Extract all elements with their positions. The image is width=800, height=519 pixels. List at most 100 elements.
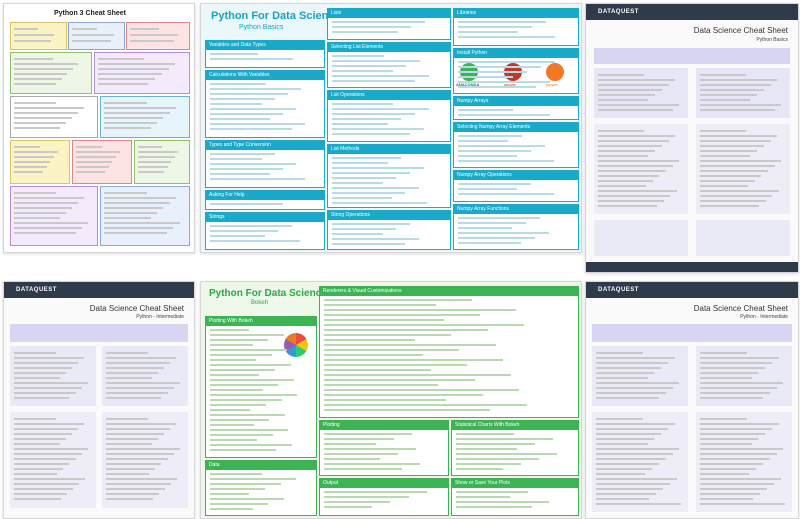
text-line (332, 31, 398, 33)
text-line (76, 151, 121, 153)
text-line (14, 161, 51, 163)
text-line (596, 397, 659, 399)
text-line (324, 379, 475, 381)
text-line (596, 503, 682, 505)
text-line (210, 374, 260, 376)
text-line (700, 397, 763, 399)
text-line (104, 117, 164, 119)
text-line (210, 478, 297, 480)
text-line (14, 122, 66, 124)
text-line (700, 170, 769, 172)
text-line (138, 171, 165, 173)
text-line (596, 478, 677, 480)
text-line (14, 40, 51, 42)
text-line (14, 166, 47, 168)
text-line (210, 488, 265, 490)
text-line (72, 28, 98, 30)
text-line (332, 197, 392, 199)
text-line (700, 423, 780, 425)
text-line (210, 449, 277, 451)
text-line (458, 36, 556, 38)
text-line (700, 175, 762, 177)
text-line (598, 84, 669, 86)
text-line (700, 392, 770, 394)
text-line (700, 362, 773, 364)
text-line (596, 468, 652, 470)
python-basics-cheat-sheet: Python For Data Science Cheat Sheet Pyth… (200, 3, 582, 253)
text-line (324, 496, 409, 498)
text-line (332, 60, 421, 62)
text-line (598, 205, 657, 207)
text-line (700, 205, 759, 207)
text-line (106, 418, 148, 420)
text-line (700, 155, 751, 157)
text-line (104, 112, 170, 114)
text-line (700, 463, 763, 465)
text-line (98, 78, 156, 80)
text-line (458, 183, 532, 185)
text-line (596, 473, 646, 475)
text-line (138, 166, 168, 168)
text-line (324, 468, 402, 470)
section-selecting-numpy: Selecting Numpy Array Elements (453, 122, 579, 168)
text-line (104, 207, 164, 209)
text-line (14, 102, 56, 104)
text-line (324, 359, 504, 361)
text-line (456, 496, 510, 498)
text-line (332, 113, 416, 115)
text-line (98, 83, 149, 85)
text-line (596, 463, 659, 465)
text-line (210, 508, 253, 510)
text-line (458, 237, 535, 239)
text-line (700, 145, 764, 147)
text-line (210, 53, 258, 55)
text-line (324, 501, 391, 503)
text-line (138, 146, 163, 148)
text-line (596, 423, 676, 425)
text-line (332, 233, 383, 235)
section-variables: Variables and Data Types (205, 40, 325, 68)
text-line (596, 362, 669, 364)
text-line (700, 352, 748, 354)
text-line (456, 506, 532, 508)
text-line (104, 192, 147, 194)
text-line (14, 156, 55, 158)
brand-bar: DATAQUEST (586, 4, 798, 20)
text-line (332, 172, 411, 174)
text-line (210, 404, 266, 406)
text-line (332, 228, 397, 230)
text-line (130, 40, 174, 42)
text-line (210, 168, 284, 170)
section-install-python: Install Python ANACONDA spyder jupyter (453, 48, 579, 94)
text-line (14, 382, 88, 384)
text-line (700, 468, 756, 470)
text-line (324, 448, 417, 450)
text-line (596, 498, 650, 500)
text-line (210, 503, 269, 505)
text-line (210, 235, 266, 237)
text-line (458, 71, 528, 73)
text-line (456, 458, 540, 460)
text-line (700, 382, 784, 384)
text-line (210, 369, 275, 371)
bokeh-logo-icon (284, 333, 308, 357)
text-line (596, 448, 680, 450)
text-line (14, 78, 62, 80)
text-line (106, 448, 180, 450)
text-line (106, 438, 158, 440)
text-line (14, 488, 74, 490)
text-line (14, 498, 62, 500)
text-line (332, 177, 397, 179)
text-line (596, 493, 657, 495)
text-line (458, 145, 545, 147)
text-line (324, 404, 527, 406)
text-line (458, 86, 537, 88)
text-line (700, 483, 774, 485)
text-line (700, 79, 778, 81)
text-line (14, 418, 56, 420)
text-line (14, 493, 68, 495)
text-line (14, 448, 88, 450)
text-line (700, 443, 752, 445)
text-line (14, 392, 76, 394)
text-line (332, 26, 412, 28)
